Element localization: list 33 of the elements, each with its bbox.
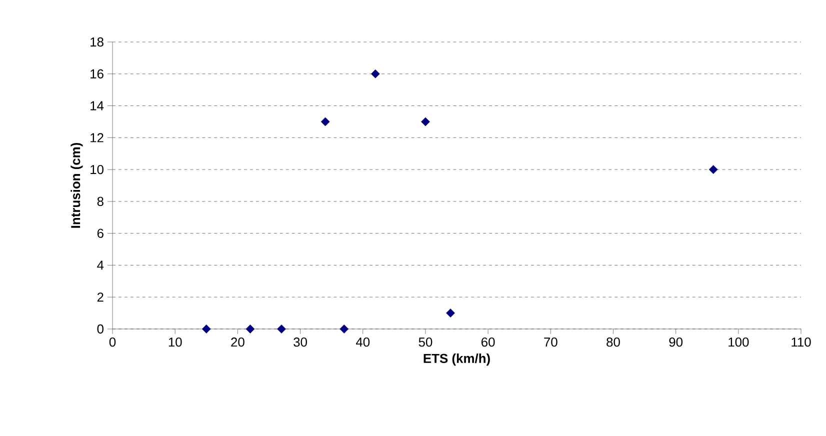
x-tick-label: 70: [544, 338, 558, 347]
point: [202, 324, 211, 334]
y-tick-label: 2: [97, 292, 104, 302]
x-axis-title: ETS (km/h): [424, 354, 490, 366]
y-tick-label: 0: [97, 324, 104, 334]
x-tick-label: 20: [231, 338, 244, 347]
y-tick-label: 6: [97, 228, 104, 238]
y-tick-label: 12: [90, 133, 104, 142]
x-tick-label: 40: [356, 338, 370, 347]
y-axis-title: Intrusion (cm): [70, 142, 83, 228]
point: [277, 324, 286, 334]
y-tick-label: 16: [90, 69, 104, 78]
x-tick-label: 80: [606, 338, 620, 347]
point: [320, 117, 330, 126]
y-tick-label: 18: [90, 37, 104, 47]
x-tick-label: 50: [418, 338, 432, 347]
x-tick-label: 110: [792, 338, 811, 347]
x-tick-label: 90: [669, 338, 683, 347]
y-tick-label: 14: [90, 101, 104, 110]
y-tick-label: 4: [97, 260, 104, 270]
x-tick-label: 100: [728, 338, 749, 347]
x-tick-label: 0: [109, 338, 116, 347]
x-tick-label: 60: [482, 338, 495, 347]
point: [340, 324, 349, 334]
y-tick-label: 8: [97, 196, 104, 206]
x-tick-label: 30: [294, 338, 307, 347]
x-tick-label: 10: [168, 338, 182, 347]
y-tick-label: 10: [90, 164, 104, 174]
point: [370, 69, 380, 78]
point: [246, 324, 255, 334]
point: [421, 117, 430, 126]
point: [446, 308, 455, 318]
point: [708, 165, 718, 174]
